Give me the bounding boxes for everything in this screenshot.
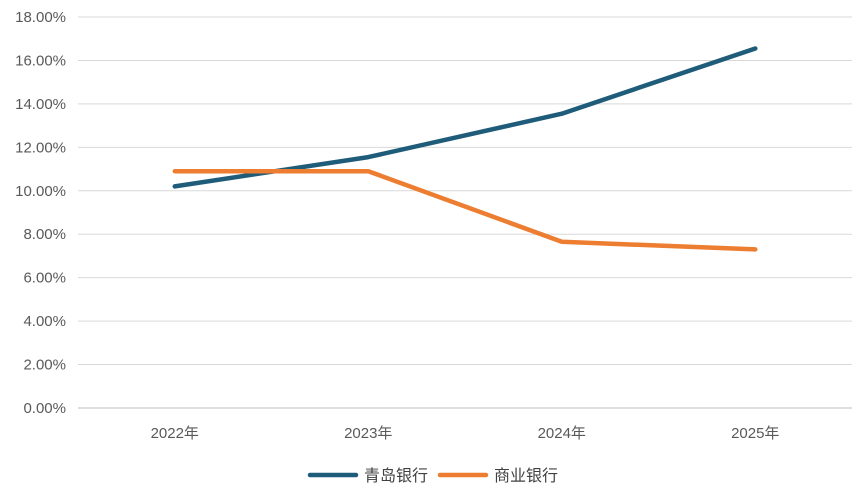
- y-tick-label: 18.00%: [15, 9, 66, 26]
- series-line-2: [172, 168, 758, 252]
- x-axis-tick-labels: 2022年 2023年 2024年 2025年: [151, 425, 780, 442]
- legend: 青岛银行 商业银行: [307, 466, 558, 485]
- legend-label: 青岛银行: [364, 466, 428, 485]
- series-line-1: [172, 46, 758, 189]
- y-tick-label: 2.00%: [23, 357, 66, 374]
- y-tick-label: 10.00%: [15, 183, 66, 200]
- x-tick-label: 2025年: [731, 425, 779, 442]
- y-tick-label: 14.00%: [15, 96, 66, 113]
- y-tick-label: 4.00%: [23, 313, 66, 330]
- y-tick-label: 6.00%: [23, 270, 66, 287]
- legend-label: 商业银行: [494, 466, 558, 485]
- y-tick-label: 12.00%: [15, 139, 66, 156]
- series-lines: [172, 46, 758, 252]
- x-tick-label: 2023年: [344, 425, 392, 442]
- y-tick-label: 0.00%: [23, 400, 66, 417]
- x-tick-label: 2022年: [151, 425, 199, 442]
- gridlines: [78, 16, 852, 409]
- y-tick-label: 16.00%: [15, 52, 66, 69]
- y-axis-tick-labels: 0.00% 2.00% 4.00% 6.00% 8.00% 10.00% 12.00% 14.…: [15, 9, 66, 417]
- x-tick-label: 2024年: [538, 425, 586, 442]
- y-tick-label: 8.00%: [23, 226, 66, 243]
